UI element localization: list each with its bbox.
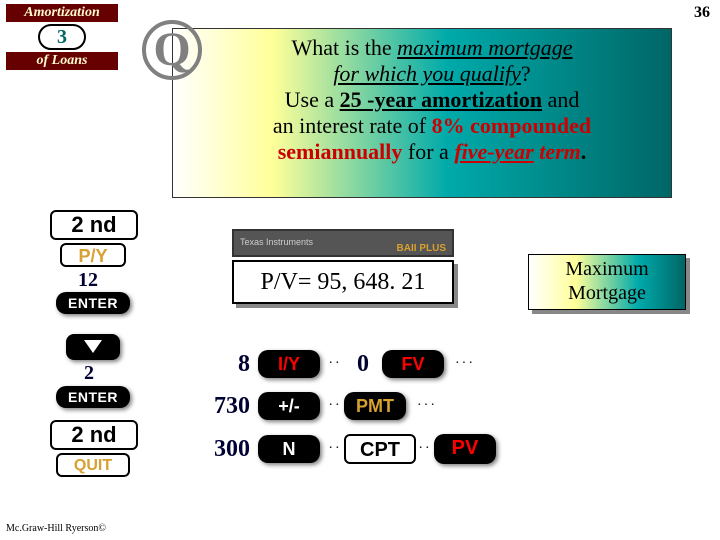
q-emph: maximum mortgage [397, 35, 572, 60]
q-emph: 25 -year amortization [340, 87, 542, 112]
input-row-2: 730 +/- ·· PMT ··· [200, 392, 442, 420]
header-title: Amortization [6, 4, 118, 22]
header-sub: of Loans [6, 52, 118, 70]
key-pv[interactable]: PV [434, 434, 496, 464]
q-text: ? [521, 61, 531, 86]
dots-icon: ·· [326, 398, 344, 414]
key-enter[interactable]: ENTER [56, 292, 130, 314]
page-number: 36 [694, 4, 710, 22]
key-enter[interactable]: ENTER [56, 386, 130, 408]
q-text: an interest rate of [273, 113, 432, 138]
key-2nd[interactable]: 2 nd [50, 420, 138, 450]
max-l2: Mortgage [568, 282, 646, 304]
dots-icon: ·· [416, 441, 434, 457]
q-text: . [581, 139, 587, 164]
dots-icon: ··· [450, 356, 480, 372]
key-down-arrow[interactable] [66, 334, 120, 360]
key-2nd[interactable]: 2 nd [50, 210, 138, 240]
key-plusminus[interactable]: +/- [258, 392, 320, 420]
key-py[interactable]: P/Y [60, 243, 126, 267]
key-pmt[interactable]: PMT [344, 392, 406, 420]
key-n[interactable]: N [258, 435, 320, 463]
key-iy[interactable]: I/Y [258, 350, 320, 378]
value-300: 300 [200, 436, 250, 463]
input-row-1: 8 I/Y ·· 0 FV ··· [200, 350, 480, 378]
badge-three: 3 [38, 24, 86, 50]
value-2: 2 [84, 362, 94, 385]
ti-model: BAII PLUS [397, 243, 446, 254]
value-0: 0 [344, 351, 382, 378]
dots-icon: ··· [412, 398, 442, 414]
q-red: 8% compounded [432, 113, 592, 138]
lcd-display: P/V= 95, 648. 21 [232, 260, 454, 304]
value-12: 12 [78, 269, 98, 292]
ti-brand: Texas Instruments [240, 237, 313, 247]
key-quit[interactable]: QUIT [56, 453, 130, 477]
question-icon: Q [142, 20, 202, 80]
key-fv[interactable]: FV [382, 350, 444, 378]
key-cpt[interactable]: CPT [344, 434, 416, 464]
dots-icon: ·· [326, 356, 344, 372]
q-term: five-year [454, 139, 533, 164]
input-row-3: 300 N ·· CPT ·· PV [200, 434, 496, 464]
max-mortgage-box: Maximum Mortgage [528, 254, 686, 310]
calculator-header: Texas Instruments BAII PLUS [232, 229, 454, 257]
q-text: and [542, 87, 579, 112]
max-l1: Maximum [565, 258, 648, 280]
q-text: What is the [291, 35, 397, 60]
q-emph: for which you qualify [333, 61, 521, 86]
dots-icon: ·· [326, 441, 344, 457]
value-730: 730 [200, 393, 250, 420]
q-text: Use a [285, 87, 340, 112]
question-box: What is the maximum mortgage for which y… [172, 28, 672, 198]
q-term: term [534, 139, 581, 164]
value-8: 8 [200, 351, 250, 378]
copyright: Mc.Graw-Hill Ryerson© [6, 523, 106, 534]
q-text: for a [402, 139, 454, 164]
q-red: semiannually [278, 139, 403, 164]
